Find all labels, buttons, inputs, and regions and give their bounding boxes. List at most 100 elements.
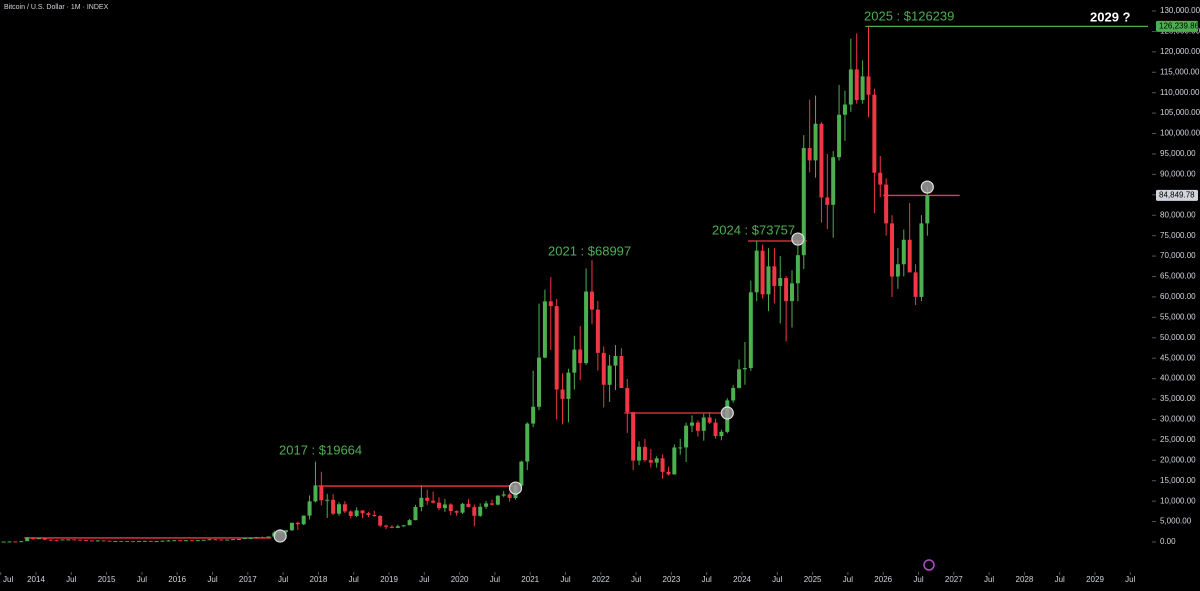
candle-body: [160, 540, 165, 542]
x-tick-label: Jul: [984, 575, 994, 584]
candle-body: [737, 369, 742, 388]
x-tick-label: 2029: [1086, 575, 1104, 584]
x-tick-label: Jul: [560, 575, 570, 584]
x-tick-label: 2027: [945, 575, 963, 584]
candle-body: [689, 422, 694, 426]
candle-body: [607, 365, 612, 385]
marker: [720, 406, 734, 420]
candle-body: [501, 494, 506, 496]
x-tick-label: Jul: [137, 575, 147, 584]
candle-body: [566, 372, 571, 399]
candle-body: [142, 540, 147, 542]
candle-body: [554, 306, 559, 390]
candle-body: [36, 538, 41, 540]
candle-body: [866, 76, 871, 95]
candle-body: [837, 114, 842, 158]
candle-body: [289, 522, 294, 531]
candle-body: [572, 349, 577, 373]
y-tick-label: 0.00: [1160, 537, 1176, 546]
y-tick-label: 80,000.00: [1160, 210, 1196, 219]
candle-body: [560, 389, 565, 399]
x-tick-label: 2025: [804, 575, 822, 584]
candle-body: [754, 250, 759, 293]
candle-body: [148, 540, 153, 542]
x-tick-label: Jul: [349, 575, 359, 584]
candle-body: [525, 423, 530, 462]
candle-body: [301, 515, 306, 525]
y-tick-label: 45,000.00: [1160, 353, 1196, 362]
candle-body: [848, 69, 853, 105]
candle-body: [248, 538, 253, 540]
x-tick-label: Jul: [3, 575, 13, 584]
x-tick-label: Jul: [702, 575, 712, 584]
candle-body: [507, 494, 512, 498]
candle-body: [307, 501, 312, 516]
y-tick-label: 100,000.00: [1160, 129, 1200, 138]
candle-body: [907, 239, 912, 273]
candle-body: [419, 497, 424, 507]
candle-body: [648, 460, 653, 463]
x-tick-label: 2018: [310, 575, 328, 584]
candle-body: [542, 301, 547, 358]
candle-body: [72, 539, 77, 541]
candle-body: [595, 309, 600, 353]
annotation: 2029 ?: [1090, 9, 1131, 24]
y-tick-label: 5,000.00: [1160, 517, 1192, 526]
y-tick-label: 40,000.00: [1160, 374, 1196, 383]
x-tick-label: 2017: [239, 575, 257, 584]
candle-body: [878, 172, 883, 185]
x-tick-label: Jul: [207, 575, 217, 584]
y-tick-label: 70,000.00: [1160, 251, 1196, 260]
candle-body: [260, 537, 265, 539]
y-tick-label: 50,000.00: [1160, 333, 1196, 342]
x-tick-label: Jul: [66, 575, 76, 584]
annotation: 2025 : $126239: [864, 8, 954, 23]
candle-body: [901, 239, 906, 265]
x-tick-label: Jul: [843, 575, 853, 584]
candle-body: [219, 539, 224, 541]
candle-body: [601, 352, 606, 385]
chart-title: Bitcoin / U.S. Dollar · 1M · INDEX: [4, 4, 109, 11]
candle-body: [684, 425, 689, 448]
candle-body: [113, 540, 118, 542]
candle-body: [654, 458, 659, 463]
y-tick-label: 30,000.00: [1160, 415, 1196, 424]
price-tag-bg: [1156, 20, 1198, 32]
candle-body: [89, 540, 94, 542]
candle-body: [642, 446, 647, 461]
candle-body: [860, 76, 865, 101]
candle-body: [401, 525, 406, 527]
y-tick-label: 65,000.00: [1160, 272, 1196, 281]
candle-body: [819, 123, 824, 198]
candle-body: [672, 447, 677, 475]
candle-body: [637, 446, 642, 461]
candle-body: [7, 541, 12, 543]
candle-body: [295, 522, 300, 525]
candle-body: [431, 500, 436, 503]
y-tick-label: 120,000.00: [1160, 47, 1200, 56]
candle-body: [319, 485, 324, 501]
candle-body: [284, 530, 289, 532]
annotation: 2017 : $19664: [279, 442, 362, 457]
candle-body: [184, 540, 189, 542]
candle-body: [25, 537, 30, 542]
candle-body: [619, 355, 624, 388]
candle-body: [872, 94, 877, 173]
candle-body: [489, 503, 494, 505]
candle-body: [660, 458, 665, 472]
y-tick-label: 90,000.00: [1160, 169, 1196, 178]
candle-body: [625, 387, 630, 413]
candle-body: [207, 539, 212, 541]
y-tick-label: 10,000.00: [1160, 496, 1196, 505]
candle-body: [478, 506, 483, 516]
annotation: 2024 : $73757: [712, 222, 795, 237]
y-tick-label: 20,000.00: [1160, 455, 1196, 464]
y-tick-label: 105,000.00: [1160, 108, 1200, 117]
candle-body: [719, 431, 724, 437]
candle-body: [701, 417, 706, 431]
candle-body: [107, 540, 112, 542]
candle-body: [325, 499, 330, 501]
x-tick-label: 2020: [451, 575, 469, 584]
